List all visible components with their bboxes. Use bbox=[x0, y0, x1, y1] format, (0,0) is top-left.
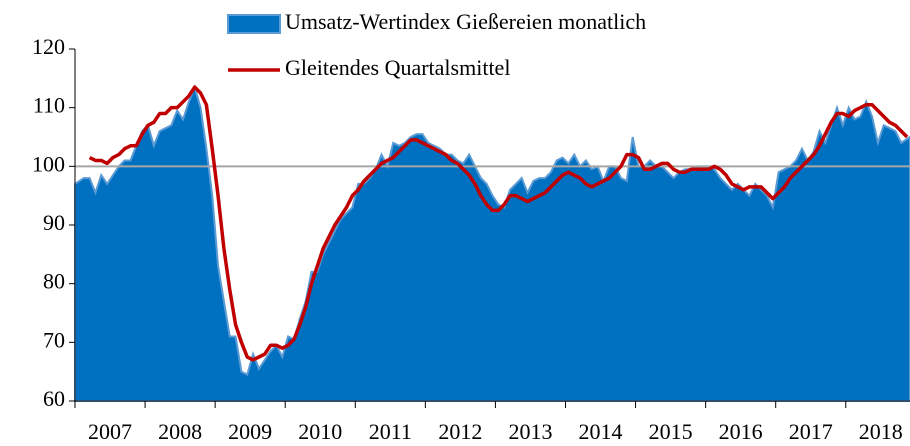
y-tick-label: 80 bbox=[43, 269, 65, 294]
x-tick-label: 2007 bbox=[88, 419, 132, 444]
legend-label: Umsatz-Wertindex Gießereien monatlich bbox=[285, 9, 646, 34]
x-tick-label: 2017 bbox=[789, 419, 833, 444]
x-tick-label: 2010 bbox=[298, 419, 342, 444]
y-tick-label: 70 bbox=[43, 327, 65, 352]
y-tick-label: 120 bbox=[32, 34, 65, 59]
x-tick-label: 2011 bbox=[369, 419, 412, 444]
y-tick-label: 110 bbox=[33, 93, 65, 118]
line bbox=[88, 85, 909, 362]
y-tick-label: 100 bbox=[32, 151, 65, 176]
y-tick-label: 90 bbox=[43, 210, 65, 235]
x-tick-label: 2012 bbox=[438, 419, 482, 444]
x-tick-label: 2015 bbox=[649, 419, 693, 444]
x-tick-label: 2008 bbox=[158, 419, 202, 444]
x-tick-label: 2018 bbox=[859, 419, 903, 444]
x-tick-label: 2014 bbox=[579, 419, 623, 444]
x-tick-label: 2009 bbox=[228, 419, 272, 444]
legend-label: Gleitendes Quartalsmittel bbox=[285, 55, 510, 80]
legend-swatch bbox=[227, 14, 281, 34]
y-tick-label: 60 bbox=[43, 386, 65, 411]
area bbox=[74, 84, 910, 402]
x-tick-label: 2016 bbox=[719, 419, 763, 444]
x-tick-label: 2013 bbox=[508, 419, 552, 444]
